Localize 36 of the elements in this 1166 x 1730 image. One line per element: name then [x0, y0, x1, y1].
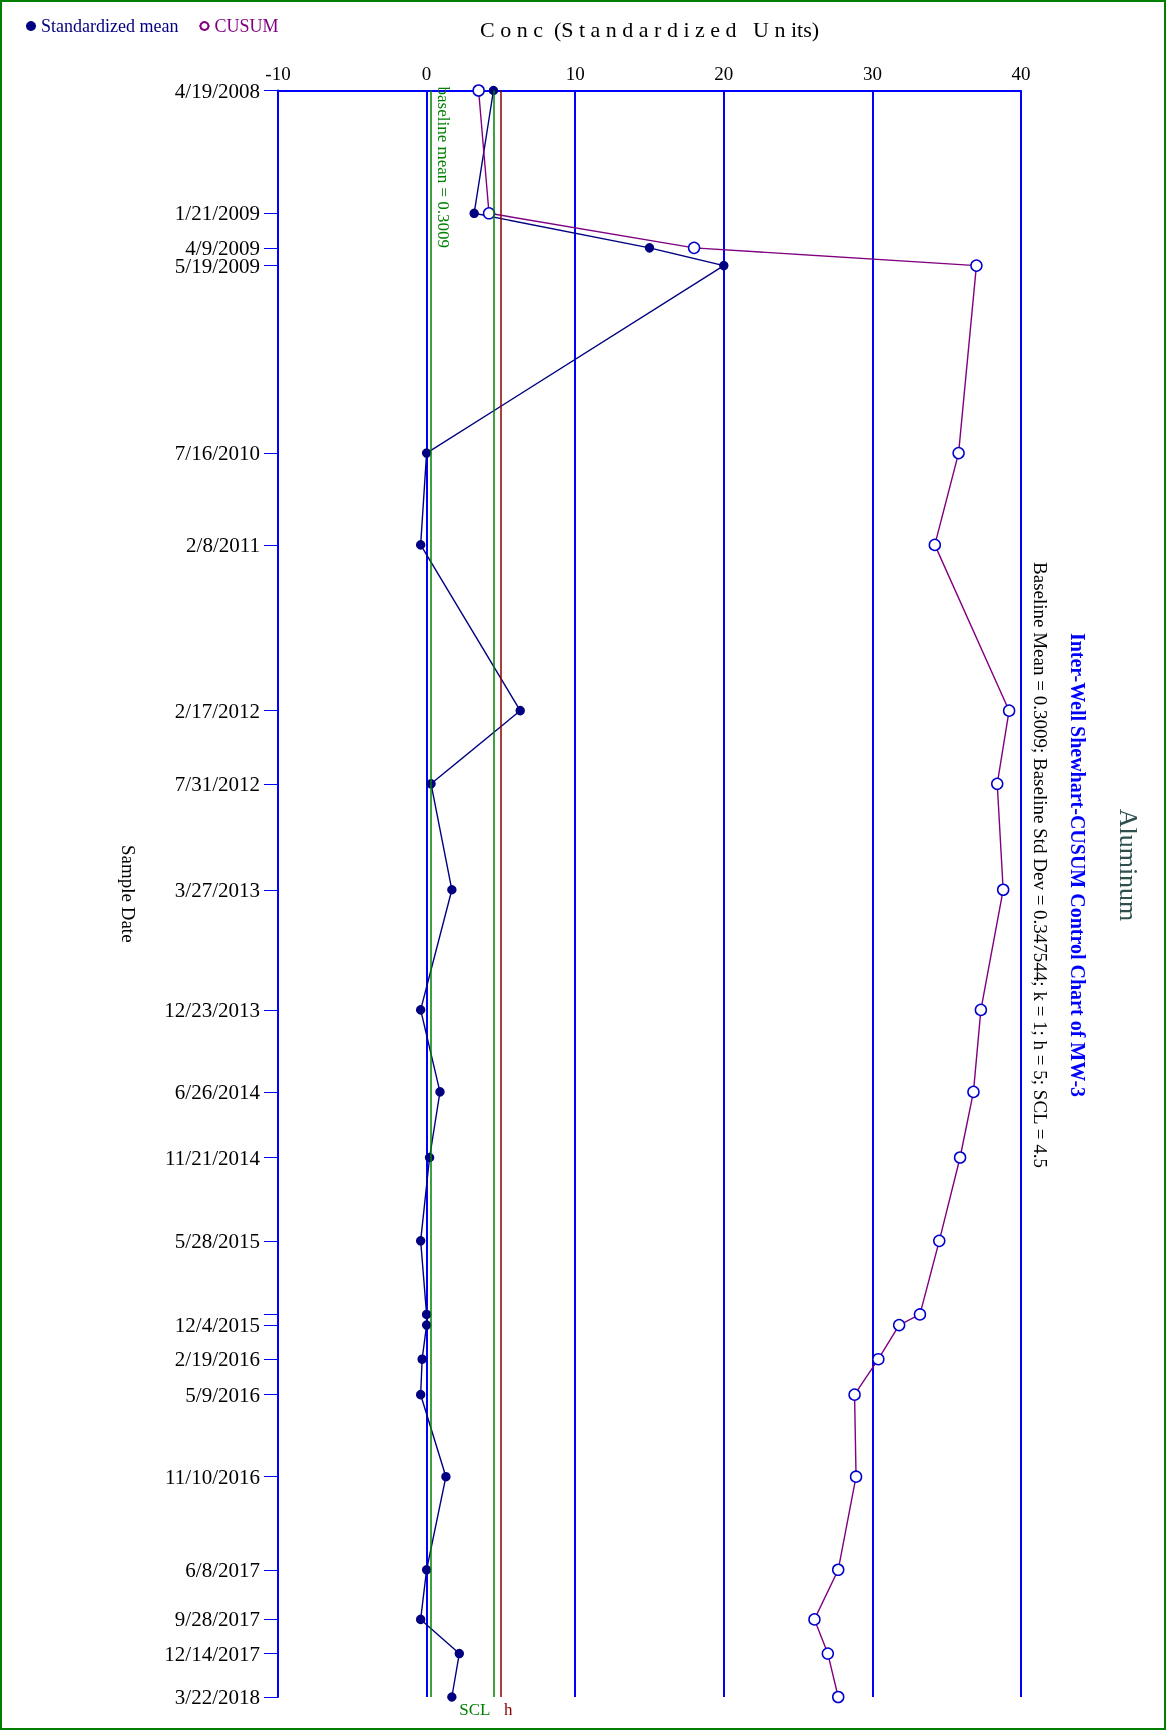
text: Inter-Well Shewhart-CUSUM Control Chart of MW-3 [1067, 632, 1089, 1098]
y-tick-label: 12/23/2013 [164, 997, 260, 1022]
y-tick-label: 6/26/2014 [174, 1079, 261, 1104]
y-tick-label: 12/4/2015 [174, 1313, 260, 1338]
text: Baseline Mean = 0.3009; Baseline Std Dev = 0.347544; k = 1; h = 5; SCL = 4.5 [1029, 562, 1051, 1168]
y-axis-title: Sample Date [118, 844, 139, 943]
y-tick-label: 11/21/2014 [165, 1145, 261, 1170]
y-tick-label: 5/28/2015 [174, 1228, 260, 1253]
x-axis-title: C o n c (S t a n d a r d i z e d U n its) [479, 17, 820, 42]
text: Aluminum [1113, 808, 1143, 922]
y-tick-label: 2/8/2011 [186, 532, 260, 557]
ref-line-label: h [503, 1700, 513, 1719]
y-tick-label: 7/31/2012 [174, 771, 260, 796]
ref-line-label: SCL [459, 1700, 491, 1719]
x-tick-label: 10 [565, 62, 585, 84]
y-tick-label: 12/14/2017 [164, 1641, 260, 1666]
y-tick-label: 2/19/2016 [174, 1347, 260, 1372]
y-tick-label: 1/21/2009 [174, 201, 260, 226]
y-tick-label: 2/17/2012 [174, 698, 260, 723]
x-tick-label: -10 [265, 62, 291, 84]
x-tick-label: 0 [421, 62, 432, 84]
y-tick-label: 11/10/2016 [165, 1464, 260, 1489]
y-tick-label: 4/9/2009 [185, 235, 260, 260]
y-tick-label: 6/8/2017 [185, 1557, 260, 1582]
x-tick-label: 30 [862, 62, 882, 84]
y-tick-label: 7/16/2010 [174, 441, 260, 466]
y-tick-label: 5/9/2016 [185, 1382, 260, 1407]
y-tick-label: 9/28/2017 [174, 1607, 260, 1632]
legend-label: Standardized mean [41, 16, 179, 36]
ref-line-label: baseline mean = 0.3009 [434, 86, 454, 249]
x-tick-label: 20 [714, 62, 734, 84]
y-tick-label: 3/27/2013 [174, 877, 260, 902]
x-tick-label: 40 [1011, 62, 1031, 84]
y-tick-label: 3/22/2018 [174, 1685, 260, 1709]
y-tick-label: 4/19/2008 [174, 78, 260, 103]
legend-label: CUSUM [214, 16, 279, 36]
